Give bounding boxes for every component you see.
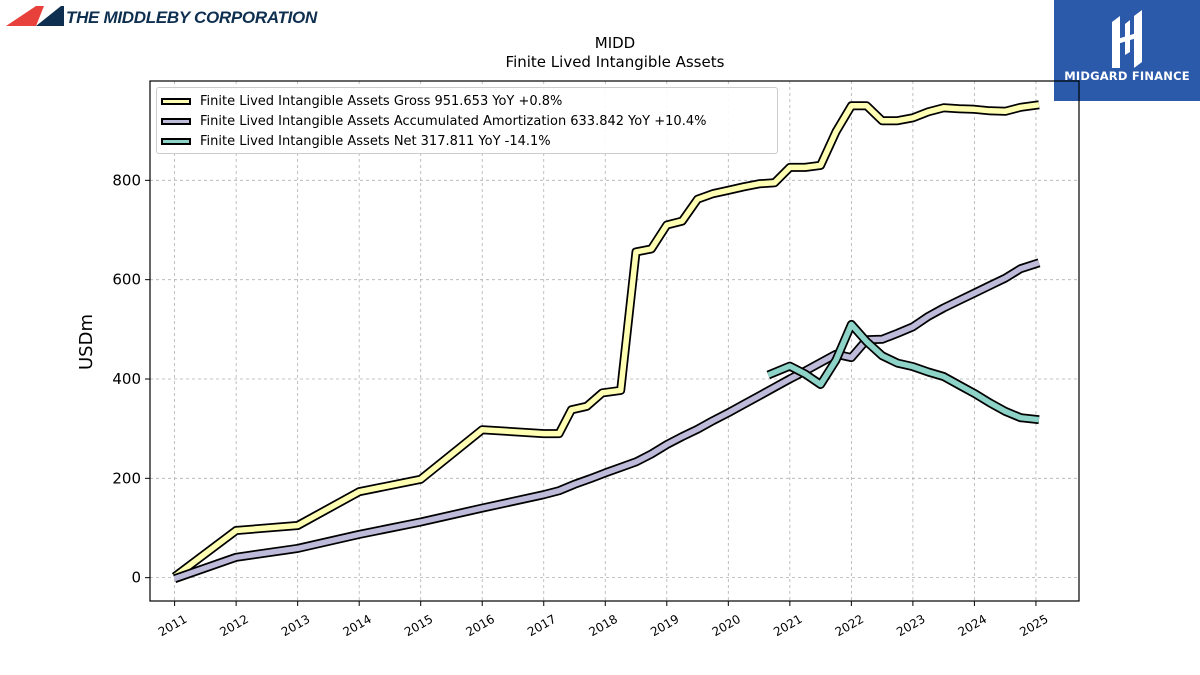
x-tick-label: 2016 [463, 612, 496, 639]
x-tick-layer: 2011 2012 2013 2014 2015 2016 2017 2018 2019 2020… [156, 601, 1051, 639]
legend-item-gross: Finite Lived Intangible Assets Gross 951… [161, 91, 566, 111]
x-tick-label: 2013 [279, 612, 312, 639]
series-outline-gross [171, 100, 1040, 581]
grid-layer [150, 81, 1079, 601]
legend-yoy-amortization: YoY +10.4% [628, 113, 707, 129]
legend-value-net: 317.811 [420, 133, 475, 149]
y-tick-label: 200 [112, 469, 141, 487]
x-tick-label: 2012 [217, 612, 250, 639]
legend-swatch-amortization [161, 117, 191, 125]
legend-item-amortization: Finite Lived Intangible Assets Accumulat… [161, 111, 710, 131]
legend-swatch-net [161, 137, 191, 145]
legend-label-gross: Finite Lived Intangible Assets Gross [200, 93, 431, 109]
legend-yoy-gross: YoY +0.8% [492, 93, 563, 109]
legend-label-net: Finite Lived Intangible Assets Net [200, 133, 417, 149]
series-line-gross [172, 102, 1040, 579]
x-tick-label: 2023 [894, 612, 927, 639]
x-tick-label: 2017 [525, 612, 558, 639]
chart-subtitle: Finite Lived Intangible Assets [506, 53, 725, 71]
series-line-amortization [173, 260, 1040, 582]
brand-logo-box: MIDGARD FINANCE [1054, 0, 1200, 101]
y-tick-label: 0 [131, 569, 141, 587]
chart-title: MIDD [595, 34, 635, 52]
legend-value-gross: 951.653 [434, 93, 489, 109]
brand-monogram-icon [1112, 10, 1142, 68]
series-layer [171, 100, 1041, 583]
x-tick-label: 2021 [771, 612, 804, 639]
y-tick-label: 400 [112, 370, 141, 388]
legend-item-net: Finite Lived Intangible Assets Net 317.8… [161, 131, 555, 151]
logo-red-triangle-icon [6, 6, 44, 26]
legend-swatch-gross [161, 97, 191, 105]
legend-value-amortization: 633.842 [570, 113, 625, 129]
legend-yoy-net: YoY -14.1% [478, 133, 551, 149]
series-outline-amortization [173, 258, 1041, 583]
logo-navy-triangle-icon [36, 6, 64, 26]
legend: Finite Lived Intangible Assets Gross 951… [156, 87, 778, 154]
x-tick-label: 2018 [587, 612, 620, 639]
y-tick-label: 600 [112, 271, 141, 289]
y-tick-layer: 0 200 400 600 800 [112, 171, 150, 587]
legend-label-amortization: Finite Lived Intangible Assets Accumulat… [200, 113, 567, 129]
series-line-net [767, 321, 1040, 423]
x-tick-label: 2011 [156, 612, 189, 639]
x-tick-label: 2025 [1017, 612, 1050, 639]
company-logo [6, 6, 64, 26]
company-name: THE MIDDLEBY CORPORATION [66, 8, 317, 27]
y-tick-label: 800 [112, 171, 141, 189]
y-axis-label: USDm [76, 314, 97, 370]
brand-name: MIDGARD FINANCE [1064, 69, 1190, 83]
x-tick-label: 2019 [648, 612, 681, 639]
plot-frame [149, 80, 1080, 602]
x-tick-label: 2014 [340, 612, 373, 639]
x-tick-label: 2024 [956, 612, 989, 639]
x-tick-label: 2022 [833, 612, 866, 639]
x-tick-label: 2020 [710, 612, 743, 639]
x-tick-label: 2015 [402, 612, 435, 639]
